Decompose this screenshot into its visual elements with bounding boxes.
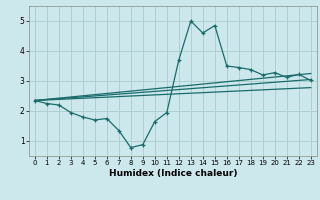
X-axis label: Humidex (Indice chaleur): Humidex (Indice chaleur) (108, 169, 237, 178)
